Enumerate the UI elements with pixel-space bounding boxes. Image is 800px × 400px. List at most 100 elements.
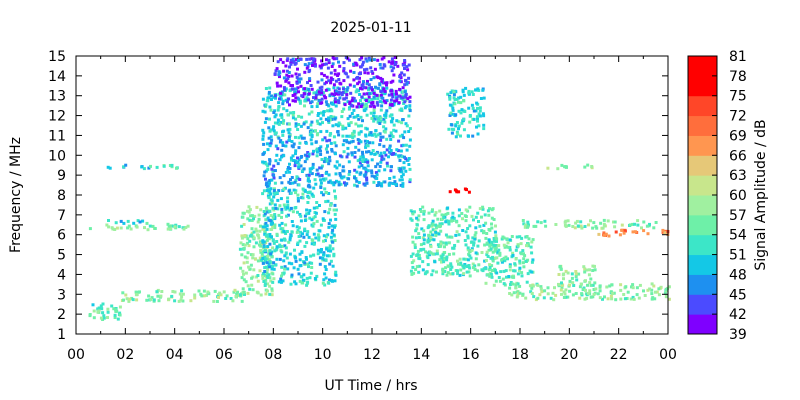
data-cell	[270, 178, 274, 182]
data-cell	[359, 65, 363, 69]
data-cell	[477, 124, 481, 128]
data-cell	[417, 236, 421, 239]
x-tick-label: 08	[264, 347, 282, 363]
data-cell	[297, 158, 301, 162]
data-cell	[114, 308, 118, 312]
data-cell	[327, 249, 330, 253]
data-cell	[468, 114, 472, 117]
data-cell	[466, 234, 470, 238]
data-cell	[358, 58, 362, 62]
data-cell	[285, 230, 289, 233]
data-cell	[290, 176, 294, 179]
data-cell	[380, 158, 384, 162]
data-cell	[279, 280, 283, 284]
data-cell	[475, 115, 479, 119]
data-cell	[492, 239, 496, 243]
data-cell	[218, 291, 222, 295]
data-cell	[270, 227, 274, 231]
data-cell	[392, 73, 396, 77]
data-cell	[322, 251, 326, 255]
data-cell	[357, 124, 360, 128]
data-cell	[381, 66, 385, 70]
data-cell	[296, 86, 300, 90]
data-cell	[609, 294, 613, 298]
data-cell	[584, 288, 587, 292]
data-cell	[282, 259, 286, 263]
data-cell	[369, 104, 373, 108]
data-cell	[360, 103, 364, 107]
data-cell	[505, 237, 509, 241]
data-cell	[543, 219, 547, 223]
data-cell	[434, 226, 438, 230]
data-cell	[406, 158, 410, 162]
data-cell	[510, 235, 514, 238]
data-cell	[320, 164, 324, 168]
data-cell	[295, 75, 299, 79]
data-cell	[642, 220, 646, 224]
x-axis-title: UT Time / hrs	[324, 378, 417, 394]
data-cell	[263, 249, 267, 253]
data-cell	[532, 295, 536, 299]
data-cell	[269, 214, 273, 217]
data-cell	[459, 261, 463, 265]
data-cell	[383, 151, 387, 155]
data-cell	[325, 80, 328, 84]
data-cell	[603, 295, 606, 299]
data-cell	[281, 227, 285, 231]
data-cell	[448, 103, 452, 107]
data-cell	[297, 235, 301, 238]
data-cell	[321, 121, 324, 125]
data-cell	[278, 158, 282, 162]
data-cell	[265, 265, 268, 269]
data-cell	[628, 223, 632, 227]
data-cell	[490, 216, 494, 220]
data-cell	[308, 77, 312, 81]
data-cell	[379, 135, 383, 139]
data-cell	[480, 251, 484, 254]
data-cell	[491, 259, 495, 263]
data-cell	[402, 136, 406, 140]
data-cell	[324, 96, 327, 100]
data-cell	[417, 232, 421, 236]
data-cell	[353, 155, 357, 159]
data-cell	[265, 274, 269, 278]
data-cell	[508, 292, 512, 295]
data-cell	[342, 150, 346, 154]
data-cell	[168, 164, 172, 167]
data-cell	[247, 244, 251, 248]
data-cell	[495, 271, 499, 275]
data-cell	[459, 101, 463, 105]
data-cell	[266, 257, 270, 261]
data-cell	[272, 208, 276, 212]
data-cell	[350, 153, 354, 157]
data-cell	[324, 276, 328, 280]
data-cell	[458, 257, 462, 261]
data-cell	[259, 250, 263, 254]
data-cell	[138, 290, 141, 294]
data-cell	[474, 109, 478, 113]
data-cell	[325, 75, 329, 79]
data-cell	[100, 307, 104, 311]
data-cell	[363, 71, 367, 75]
data-cell	[327, 254, 331, 258]
data-cell	[632, 297, 636, 301]
data-cell	[122, 221, 126, 225]
data-cell	[583, 267, 587, 271]
data-cell	[328, 159, 332, 163]
data-cell	[509, 281, 513, 284]
data-cell	[282, 69, 286, 73]
data-cell	[451, 211, 455, 215]
data-cell	[588, 289, 592, 293]
data-cell	[390, 165, 393, 169]
data-cell	[378, 154, 382, 157]
data-cell	[546, 286, 550, 290]
data-cell	[323, 239, 327, 243]
data-cell	[231, 299, 235, 303]
data-cell	[378, 164, 382, 168]
data-cell	[370, 169, 374, 173]
data-cell	[240, 253, 244, 257]
data-cell	[457, 127, 460, 131]
data-cell	[355, 105, 359, 109]
data-cell	[455, 97, 459, 101]
data-cell	[518, 235, 522, 239]
